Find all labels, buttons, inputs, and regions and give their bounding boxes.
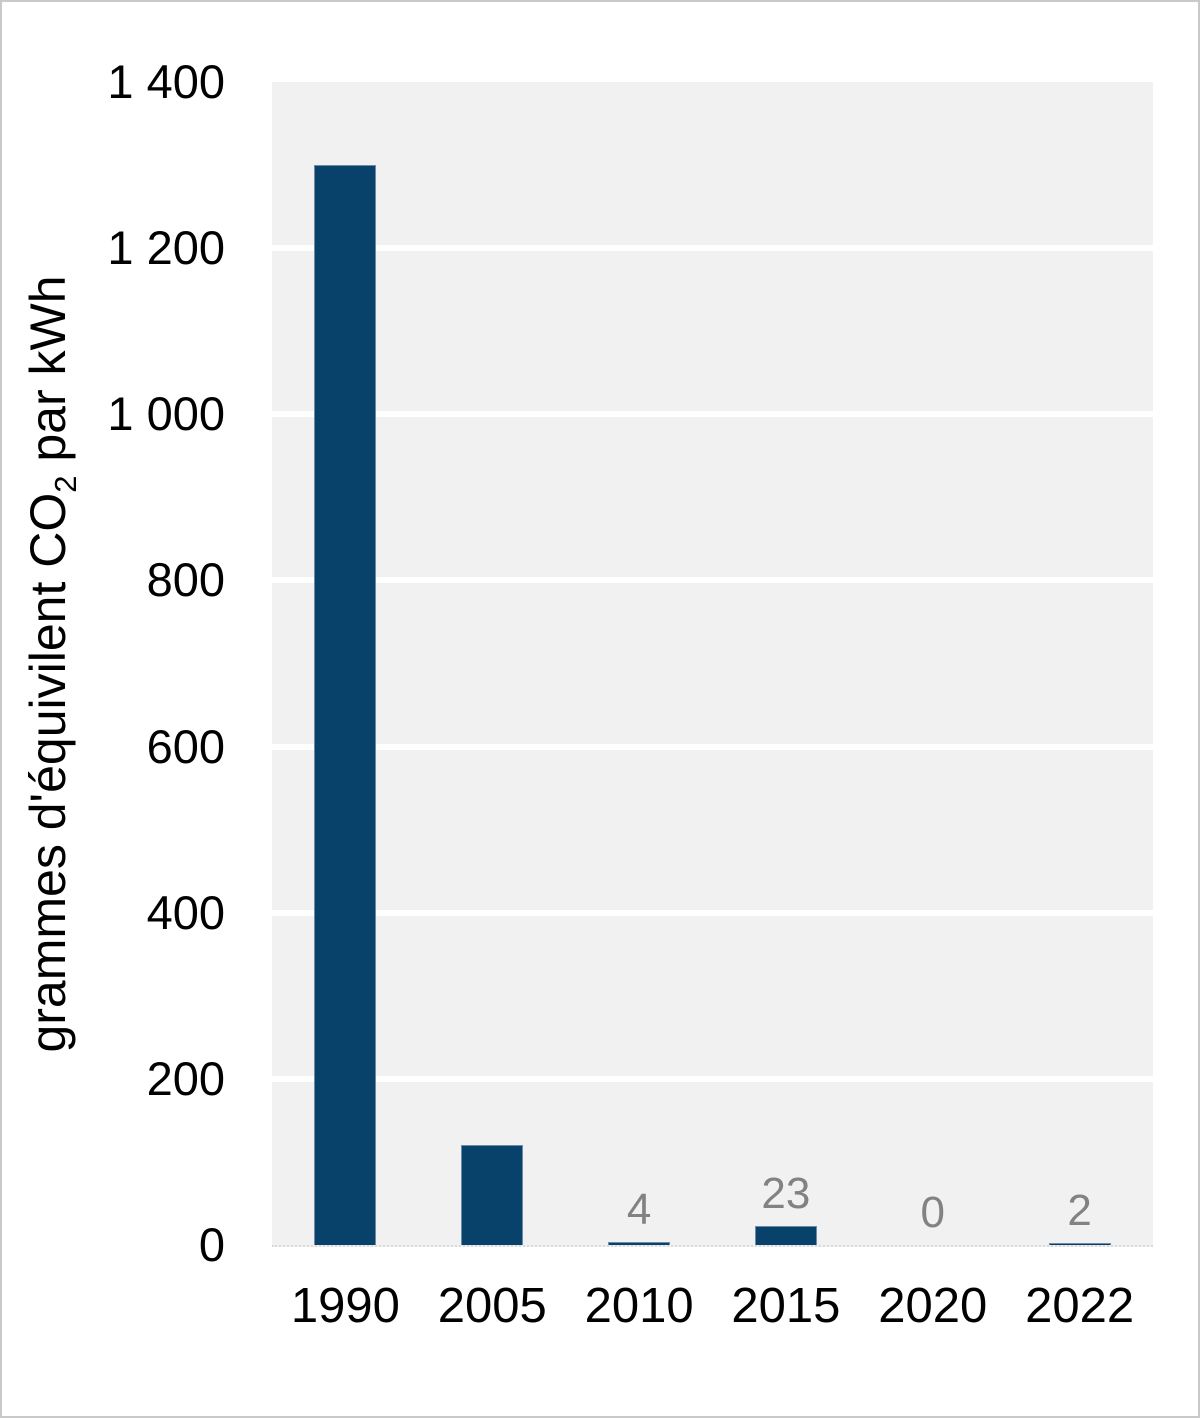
bar-1990 <box>314 165 377 1245</box>
x-tick-1990: 1990 <box>290 1279 400 1333</box>
data-label-2015: 23 <box>761 1168 811 1218</box>
gridline-200 <box>272 1075 1153 1082</box>
y-tick-400: 400 <box>146 885 225 939</box>
bar-2015 <box>754 1225 817 1245</box>
x-tick-2005: 2005 <box>437 1279 547 1333</box>
y-tick-1400: 1 400 <box>107 55 225 108</box>
bar-2005 <box>461 1145 524 1245</box>
x-tick-2015: 2015 <box>731 1279 841 1333</box>
data-label-2022: 2 <box>1067 1186 1092 1236</box>
y-tick-600: 600 <box>146 719 225 773</box>
data-label-2020: 0 <box>920 1188 945 1237</box>
data-label-2010: 4 <box>626 1184 652 1234</box>
gridline-1000 <box>272 411 1153 418</box>
y-tick-1200: 1 200 <box>107 221 225 275</box>
gridline-1200 <box>272 245 1153 252</box>
y-tick-1000: 1 000 <box>107 387 225 441</box>
gridline-800 <box>272 577 1153 584</box>
y-tick-200: 200 <box>146 1051 225 1105</box>
bar-2010 <box>608 1241 671 1245</box>
x-tick-2010: 2010 <box>584 1279 694 1333</box>
y-tick-800: 800 <box>146 553 225 607</box>
y-tick-0: 0 <box>198 1218 225 1271</box>
gridline-400 <box>272 909 1153 916</box>
gridline-600 <box>272 743 1153 750</box>
x-tick-2020: 2020 <box>878 1279 988 1333</box>
x-tick-2022: 2022 <box>1025 1279 1135 1333</box>
bar-2022 <box>1048 1243 1111 1245</box>
plot-area: 4 23 0 2 <box>272 82 1153 1247</box>
